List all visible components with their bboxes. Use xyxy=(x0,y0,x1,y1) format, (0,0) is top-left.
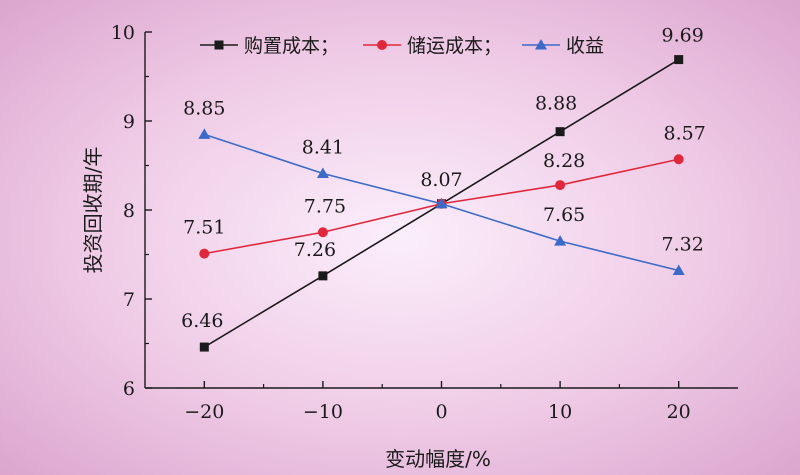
x-tick-label: −10 xyxy=(303,401,343,423)
data-point xyxy=(673,154,684,165)
legend-label: 收益 xyxy=(566,35,604,57)
data-label: 8.41 xyxy=(302,137,344,159)
series-3 xyxy=(198,128,685,276)
data-point xyxy=(555,127,565,137)
y-tick-label: 10 xyxy=(111,22,135,44)
data-label: 8.88 xyxy=(535,93,577,115)
data-point xyxy=(316,167,329,179)
data-label: 8.28 xyxy=(543,150,585,172)
x-tick-label: 10 xyxy=(548,401,572,423)
data-label: 6.46 xyxy=(181,310,223,332)
legend: 购置成本； 储运成本； 收益 xyxy=(200,35,604,57)
legend-marker xyxy=(535,39,547,50)
data-label: 8.57 xyxy=(664,122,706,144)
x-tick-label: −20 xyxy=(184,401,224,423)
data-label: 8.07 xyxy=(420,169,462,191)
legend-item-2: 储运成本； xyxy=(363,35,502,57)
data-point xyxy=(674,55,684,65)
legend-item-1: 购置成本； xyxy=(200,35,339,57)
data-point xyxy=(555,180,566,191)
axes: 6 7 8 9 10 −20 −10 0 10 20 xyxy=(111,22,738,423)
data-point xyxy=(435,197,448,209)
y-tick-label: 8 xyxy=(123,200,135,222)
legend-item-3: 收益 xyxy=(522,35,604,57)
data-point xyxy=(318,271,328,281)
data-label: 7.75 xyxy=(304,195,346,217)
y-axis-title: 投资回收期/年 xyxy=(81,147,105,274)
series-layer xyxy=(198,55,685,352)
data-label: 7.65 xyxy=(543,204,585,226)
data-point xyxy=(554,235,567,246)
data-label: 7.26 xyxy=(294,239,336,261)
x-axis-title: 变动幅度/% xyxy=(385,447,491,471)
data-point xyxy=(672,264,685,276)
y-tick-label: 9 xyxy=(123,111,135,133)
legend-marker xyxy=(214,40,224,50)
x-tick-label: 20 xyxy=(667,401,691,423)
legend-label: 储运成本； xyxy=(407,35,502,57)
x-tick-label: 0 xyxy=(435,401,447,423)
data-labels: 6.46 7.26 8.07 8.88 9.69 7.51 7.75 8.28 8.57 8.85… xyxy=(181,25,706,332)
y-tick-label: 6 xyxy=(123,378,135,400)
legend-marker xyxy=(377,40,387,50)
y-tick-label: 7 xyxy=(123,289,135,311)
data-point xyxy=(199,342,209,352)
data-label: 9.69 xyxy=(662,25,704,47)
data-label: 8.85 xyxy=(183,97,225,119)
data-point xyxy=(198,128,211,139)
data-point xyxy=(199,248,210,259)
data-label: 7.51 xyxy=(183,217,225,239)
data-label: 7.32 xyxy=(662,234,704,256)
legend-label: 购置成本； xyxy=(244,35,339,57)
data-point xyxy=(317,227,328,238)
